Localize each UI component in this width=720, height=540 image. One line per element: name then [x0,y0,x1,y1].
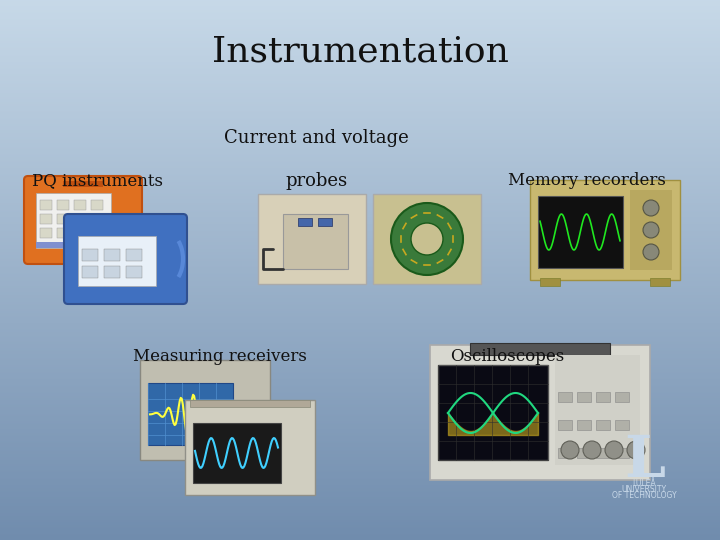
Text: Oscilloscopes: Oscilloscopes [451,348,564,365]
Bar [318,218,332,226]
Bar [538,196,623,268]
Bar [57,228,69,238]
Circle shape [561,441,579,459]
Bar [57,214,69,224]
FancyBboxPatch shape [64,214,187,304]
Circle shape [643,222,659,238]
Bar [40,200,52,210]
Bar [140,360,270,460]
Bar [283,214,348,269]
Bar [577,420,591,430]
Bar [40,228,52,238]
Bar [558,392,572,402]
Bar [596,448,610,458]
Bar [185,400,315,495]
Bar [74,200,86,210]
Circle shape [643,200,659,216]
Bar [74,214,86,224]
Bar [104,266,120,278]
Bar [190,400,310,407]
Bar [596,392,610,402]
Bar [558,420,572,430]
Circle shape [583,441,601,459]
Text: OF TECHNOLOGY: OF TECHNOLOGY [612,491,677,500]
Bar [82,249,98,261]
Bar [91,200,103,210]
Bar [650,278,670,286]
Bar [91,228,103,238]
Bar [555,355,640,465]
Bar [78,236,156,286]
Bar [40,214,52,224]
Text: Measuring receivers: Measuring receivers [132,348,307,365]
Circle shape [643,244,659,260]
Text: PQ instruments: PQ instruments [32,172,163,190]
Text: Current and voltage: Current and voltage [225,129,409,147]
Bar [82,266,98,278]
Bar [540,278,560,286]
FancyBboxPatch shape [24,176,142,264]
Bar [126,249,142,261]
Bar [615,448,629,458]
Bar [57,200,69,210]
Text: Instrumentation: Instrumentation [212,35,508,68]
Bar [148,383,233,445]
Text: Memory recorders: Memory recorders [508,172,666,190]
Circle shape [391,203,463,275]
Text: LULEÅ: LULEÅ [633,479,656,488]
Bar [577,392,591,402]
Circle shape [605,441,623,459]
Bar [430,345,650,480]
Bar [74,228,86,238]
Bar [615,420,629,430]
Bar [558,448,572,458]
Bar [298,218,312,226]
Text: L: L [624,434,665,489]
Bar [91,214,103,224]
Bar [373,194,481,284]
Bar [258,194,366,284]
Circle shape [627,441,645,459]
Bar [615,392,629,402]
Text: UNIVERSITY: UNIVERSITY [622,485,667,494]
Text: probes: probes [286,172,348,190]
Bar [596,420,610,430]
Bar [104,249,120,261]
Bar [36,193,111,248]
Circle shape [411,223,443,255]
Bar [63,181,103,187]
Bar [530,180,680,280]
Bar [36,242,111,248]
Bar [193,423,281,483]
Bar [438,365,548,460]
Bar [577,448,591,458]
Bar [470,343,610,355]
Bar [630,190,672,270]
Bar [126,266,142,278]
